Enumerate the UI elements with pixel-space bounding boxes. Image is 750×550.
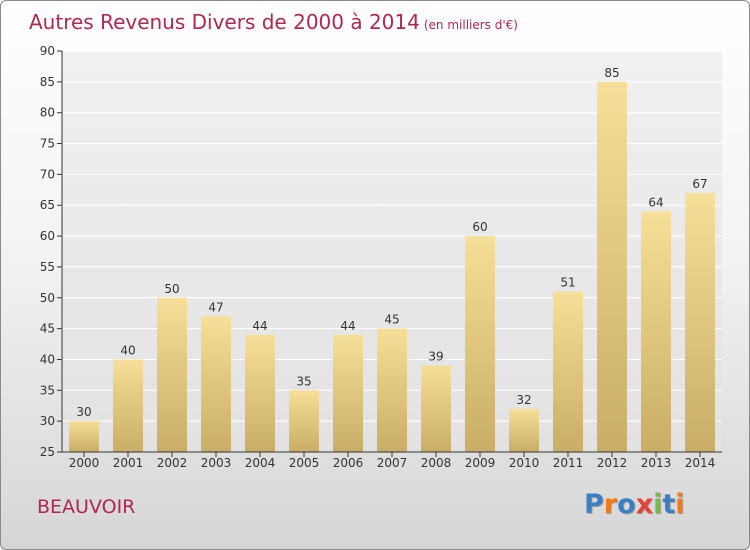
bar-2000 xyxy=(69,421,99,452)
chart-title: Autres Revenus Divers de 2000 à 2014 (en … xyxy=(29,10,518,34)
data-label: 47 xyxy=(208,300,223,314)
logo-letter: i xyxy=(653,489,663,520)
bar-2010 xyxy=(509,408,539,452)
bar-2011 xyxy=(553,291,583,452)
y-tick-label: 50 xyxy=(40,291,55,305)
y-tick-label: 25 xyxy=(40,445,55,459)
y-tick-label: 45 xyxy=(40,322,55,336)
y-tick-label: 35 xyxy=(40,383,55,397)
y-tick-label: 75 xyxy=(40,137,55,151)
data-label: 67 xyxy=(692,177,707,191)
x-tick-label: 2013 xyxy=(641,456,672,470)
bar-2005 xyxy=(289,390,319,452)
proxiti-logo: Proxiti xyxy=(584,489,685,523)
logo-letter: t xyxy=(662,489,676,520)
data-label: 44 xyxy=(252,319,267,333)
x-tick-label: 2005 xyxy=(289,456,320,470)
data-label: 32 xyxy=(516,393,531,407)
x-tick-label: 2014 xyxy=(685,456,716,470)
data-label: 85 xyxy=(604,66,619,80)
bar-2012 xyxy=(597,81,627,452)
commune-name: BEAUVOIR xyxy=(37,496,136,518)
y-tick-label: 65 xyxy=(40,198,55,212)
bar-2006 xyxy=(333,334,363,452)
logo-letter: o xyxy=(617,489,636,520)
y-tick-label: 30 xyxy=(40,414,55,428)
x-tick-label: 2006 xyxy=(333,456,364,470)
data-label: 40 xyxy=(120,343,135,357)
x-tick-label: 2008 xyxy=(421,456,452,470)
y-tick-label: 70 xyxy=(40,167,55,181)
bar-2004 xyxy=(245,334,275,452)
logo-letter: i xyxy=(675,489,685,520)
logo-letter: r xyxy=(603,489,618,520)
data-label: 64 xyxy=(648,195,663,209)
y-tick-label: 60 xyxy=(40,229,55,243)
y-tick-label: 55 xyxy=(40,260,55,274)
bar-2001 xyxy=(113,359,143,452)
x-tick-label: 2004 xyxy=(245,456,276,470)
data-label: 35 xyxy=(296,374,311,388)
chart-title-text: Autres Revenus Divers de 2000 à 2014 xyxy=(29,10,420,34)
x-tick-label: 2009 xyxy=(465,456,496,470)
x-tick-label: 2000 xyxy=(69,456,100,470)
axes xyxy=(57,50,722,457)
chart-unit-label: (en milliers d'€) xyxy=(423,18,518,32)
x-tick-label: 2003 xyxy=(201,456,232,470)
logo-letter: x xyxy=(635,489,654,520)
bar-2003 xyxy=(201,316,231,452)
data-label: 50 xyxy=(164,282,179,296)
y-tick-labels: 25 30 35 40 45 50 55 60 65 70 75 80 85 90 xyxy=(40,44,55,459)
y-tick-label: 80 xyxy=(40,106,55,120)
bars xyxy=(69,81,715,452)
bar-2008 xyxy=(421,365,451,452)
data-label: 44 xyxy=(340,319,355,333)
data-label: 60 xyxy=(472,220,487,234)
y-tick-label: 90 xyxy=(40,44,55,58)
x-tick-label: 2002 xyxy=(157,456,188,470)
x-tick-label: 2001 xyxy=(113,456,144,470)
data-label: 51 xyxy=(560,276,575,290)
bar-2002 xyxy=(157,297,187,452)
data-labels: 30 40 50 47 44 35 44 45 39 60 32 51 85 64 67 xyxy=(76,66,707,419)
x-tick-label: 2007 xyxy=(377,456,408,470)
x-tick-label: 2010 xyxy=(509,456,540,470)
data-label: 39 xyxy=(428,350,443,364)
bar-2009 xyxy=(465,236,495,452)
x-tick-labels: 2000 2001 2002 2003 2004 2005 2006 2007 2008 2009… xyxy=(69,456,716,470)
bar-2013 xyxy=(641,211,671,452)
y-tick-label: 85 xyxy=(40,75,55,89)
x-tick-label: 2011 xyxy=(553,456,584,470)
data-label: 45 xyxy=(384,313,399,327)
logo-letter: P xyxy=(584,489,604,520)
bar-2007 xyxy=(377,328,407,452)
x-tick-label: 2012 xyxy=(597,456,628,470)
data-label: 30 xyxy=(76,405,91,419)
bar-2014 xyxy=(685,192,715,452)
y-tick-label: 40 xyxy=(40,352,55,366)
